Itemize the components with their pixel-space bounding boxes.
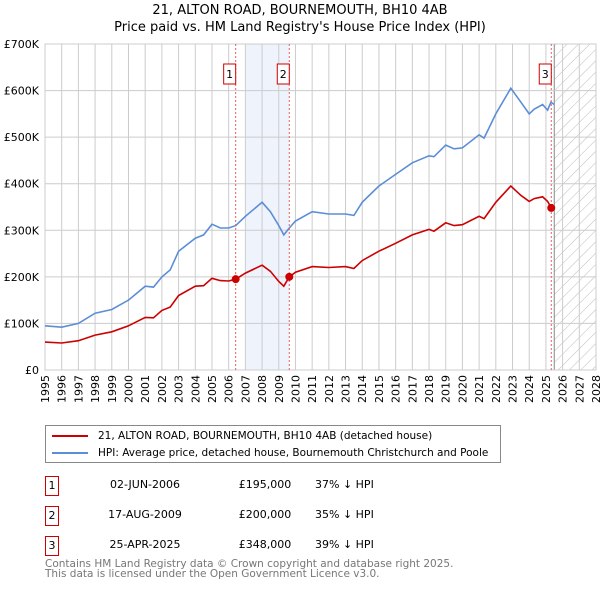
transaction-row: 3 25-APR-2025 £348,000 39% ↓ HPI (45, 536, 545, 556)
x-tick-label: 2000 (122, 375, 135, 403)
sale-label-box (276, 63, 290, 85)
x-tick-label: 2012 (323, 375, 336, 403)
transaction-row: 2 17-AUG-2009 £200,000 35% ↓ HPI (45, 506, 545, 526)
transaction-row: 1 02-JUN-2006 £195,000 37% ↓ HPI (45, 476, 545, 496)
chart-legend: 21, ALTON ROAD, BOURNEMOUTH, BH10 4AB (d… (45, 425, 501, 463)
x-tick-label: 2004 (189, 375, 202, 403)
transaction-hpi-diff: 35% ↓ HPI (315, 508, 374, 521)
x-tick-label: 1996 (56, 375, 69, 403)
footer-licence: This data is licensed under the Open Gov… (45, 568, 380, 580)
x-tick-label: 2003 (173, 375, 186, 403)
x-tick-label: 2018 (423, 375, 436, 403)
x-tick-label: 2022 (490, 375, 503, 403)
sale-label: 3 (542, 68, 549, 81)
x-tick-label: 2020 (456, 375, 469, 403)
chart-subtitle: Price paid vs. HM Land Registry's House … (114, 20, 486, 35)
x-tick-label: 2011 (306, 375, 319, 403)
transaction-price: £195,000 (238, 478, 292, 491)
series-line (44, 184, 552, 344)
x-tick-label: 2019 (440, 375, 453, 403)
transaction-number: 2 (45, 506, 59, 526)
y-tick-label: £0 (25, 364, 39, 377)
y-tick-label: £200K (4, 271, 40, 284)
x-tick-label: 2008 (256, 375, 269, 403)
forecast-hatch (554, 44, 596, 370)
x-tick-label: 2013 (340, 375, 353, 403)
footer-copyright: Contains HM Land Registry data © Crown c… (45, 558, 454, 570)
x-tick-label: 1999 (106, 375, 119, 403)
y-tick-label: £500K (4, 131, 40, 144)
transaction-number: 3 (45, 536, 59, 556)
x-tick-label: 1995 (39, 375, 52, 403)
sale-point (285, 272, 294, 281)
chart-title: 21, ALTON ROAD, BOURNEMOUTH, BH10 4AB (152, 3, 448, 18)
y-tick-label: £400K (4, 178, 40, 191)
x-tick-label: 2014 (356, 375, 369, 403)
legend-item-hpi: HPI: Average price, detached house, Bour… (46, 445, 488, 461)
series-line (44, 86, 555, 329)
transaction-hpi-diff: 37% ↓ HPI (315, 478, 374, 491)
x-tick-label: 2025 (540, 375, 553, 403)
x-tick-label: 2017 (406, 375, 419, 403)
y-tick-label: £600K (4, 85, 40, 98)
y-tick-label: £700K (4, 38, 40, 51)
legend-label: HPI: Average price, detached house, Bour… (98, 447, 489, 459)
sale-label: 2 (280, 68, 287, 81)
x-tick-label: 2024 (523, 375, 536, 403)
plot-frame (44, 43, 597, 371)
x-tick-label: 2015 (373, 375, 386, 403)
x-tick-label: 2001 (139, 375, 152, 403)
price-chart: 1 2 3 1995 1996 1997 1998 1999 2000 2001 2002 2003… (4, 38, 600, 403)
x-tick-label: 2005 (206, 375, 219, 403)
x-tick-label: 2027 (573, 375, 586, 403)
transaction-date: 25-APR-2025 (109, 538, 181, 551)
legend-swatch-blue (52, 452, 88, 454)
x-tick-label: 2006 (223, 375, 236, 403)
transaction-date: 02-JUN-2006 (109, 478, 181, 491)
transaction-price: £348,000 (238, 538, 292, 551)
highlight-period (245, 44, 290, 370)
legend-item-property: 21, ALTON ROAD, BOURNEMOUTH, BH10 4AB (d… (46, 428, 432, 444)
legend-swatch-red (52, 435, 88, 437)
y-tick-label: £300K (4, 224, 40, 237)
x-tick-label: 2009 (273, 375, 286, 403)
footer: Contains HM Land Registry data © Crown c… (45, 558, 454, 580)
y-tick-label: £100K (4, 317, 40, 330)
sale-label-box (223, 63, 237, 85)
x-tick-label: 1997 (72, 375, 85, 403)
x-tick-label: 2010 (289, 375, 302, 403)
x-tick-label: 2002 (156, 375, 169, 403)
sale-label-box (538, 63, 552, 85)
transaction-date: 17-AUG-2009 (108, 508, 182, 521)
x-tick-label: 2016 (390, 375, 403, 403)
x-tick-label: 2028 (590, 375, 600, 403)
sale-label: 1 (226, 68, 233, 81)
x-tick-label: 2021 (473, 375, 486, 403)
x-tick-label: 1998 (89, 375, 102, 403)
x-tick-label: 2026 (557, 375, 570, 403)
sale-point (547, 203, 556, 212)
legend-label: 21, ALTON ROAD, BOURNEMOUTH, BH10 4AB (d… (98, 430, 433, 442)
transaction-price: £200,000 (238, 508, 292, 521)
x-tick-label: 2007 (239, 375, 252, 403)
transaction-number: 1 (45, 476, 59, 496)
sale-point (231, 275, 240, 284)
x-tick-label: 2023 (507, 375, 520, 403)
transaction-hpi-diff: 39% ↓ HPI (315, 538, 374, 551)
